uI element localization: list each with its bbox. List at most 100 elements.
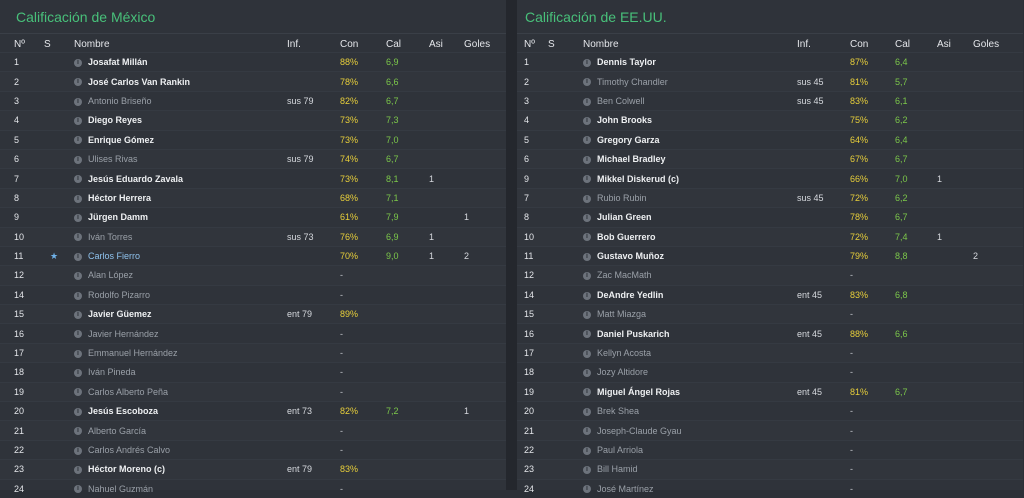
info-icon[interactable]: i (583, 155, 591, 164)
player-name-cell[interactable]: i Iván Torres (74, 227, 287, 246)
info-icon[interactable]: i (74, 349, 82, 358)
player-name[interactable]: Carlos Fierro (88, 251, 141, 262)
info-icon[interactable]: i (74, 485, 82, 494)
table-row[interactable]: 6 i Michael Bradley 67% 6,7 (517, 149, 1023, 169)
player-name-cell[interactable]: i Antonio Briseño (74, 91, 287, 110)
table-row[interactable]: 14 i DeAndre Yedlin ent 45 83% 6,8 (517, 285, 1023, 304)
table-row[interactable]: 10 i Bob Guerrero 72% 7,4 1 (517, 227, 1023, 247)
player-name[interactable]: Ben Colwell (597, 95, 645, 106)
player-name-cell[interactable]: i Bill Hamid (583, 460, 797, 479)
info-icon[interactable]: i (583, 252, 591, 261)
table-row[interactable]: 20 i Jesús Escoboza ent 73 82% 7,2 1 (0, 401, 506, 421)
table-row[interactable]: 6 i Ulises Rivas sus 79 74% 6,7 (0, 149, 506, 169)
player-name-cell[interactable]: i Rodolfo Pizarro (74, 285, 287, 304)
table-row[interactable]: 7 i Rubio Rubin sus 45 72% 6,2 (517, 188, 1023, 208)
table-row[interactable]: 24 i José Martínez - (517, 479, 1023, 498)
table-row[interactable]: 17 i Emmanuel Hernández - (0, 343, 506, 363)
table-row[interactable]: 3 i Ben Colwell sus 45 83% 6,1 (517, 91, 1023, 110)
table-row[interactable]: 19 i Carlos Alberto Peña - (0, 382, 506, 402)
table-row[interactable]: 14 i Rodolfo Pizarro - (0, 285, 506, 304)
player-name[interactable]: Matt Miazga (597, 309, 647, 320)
info-icon[interactable]: i (583, 58, 591, 67)
table-row[interactable]: 10 i Iván Torres sus 73 76% 6,9 1 (0, 227, 506, 247)
player-name[interactable]: Joseph-Claude Gyau (597, 425, 682, 436)
info-icon[interactable]: i (74, 136, 82, 145)
player-name[interactable]: José Martínez (597, 483, 654, 494)
player-name[interactable]: Brek Shea (597, 406, 640, 417)
table-row[interactable]: 16 i Daniel Puskarich ent 45 88% 6,6 (517, 323, 1023, 343)
player-name[interactable]: Carlos Andrés Calvo (88, 445, 171, 455)
player-name[interactable]: Ulises Rivas (88, 154, 138, 165)
header-s[interactable]: S (548, 38, 555, 50)
player-name[interactable]: Julian Green (597, 212, 652, 223)
info-icon[interactable]: i (74, 97, 82, 106)
table-row[interactable]: 23 i Bill Hamid - (517, 459, 1023, 480)
player-name-cell[interactable]: i Ben Colwell (583, 91, 797, 110)
table-row[interactable]: 7 i Jesús Eduardo Zavala 73% 8,1 1 (0, 168, 506, 188)
info-icon[interactable]: i (74, 291, 82, 300)
info-icon[interactable]: i (583, 291, 591, 300)
info-icon[interactable]: i (583, 272, 591, 281)
table-row[interactable]: 1 i Josafat Millán 88% 6,9 (0, 52, 506, 72)
info-icon[interactable]: i (583, 233, 591, 242)
player-name-cell[interactable]: i Dennis Taylor (583, 53, 797, 72)
player-name-cell[interactable]: i Brek Shea (583, 402, 797, 421)
header-name[interactable]: Nombre (74, 38, 110, 50)
header-con[interactable]: Con (340, 38, 359, 50)
player-name[interactable]: Héctor Herrera (88, 192, 152, 203)
player-name-cell[interactable]: i Carlos Alberto Peña (74, 382, 287, 401)
player-name-cell[interactable]: i Gustavo Muñoz (583, 246, 797, 265)
header-asi[interactable]: Asi (429, 38, 443, 50)
player-name-cell[interactable]: i Matt Miazga (583, 305, 797, 324)
player-name-cell[interactable]: i Nahuel Guzmán (74, 479, 287, 498)
header-asi[interactable]: Asi (937, 38, 951, 50)
info-icon[interactable]: i (74, 58, 82, 67)
table-row[interactable]: 19 i Miguel Ángel Rojas ent 45 81% 6,7 (517, 382, 1023, 402)
table-row[interactable]: 9 i Jürgen Damm 61% 7,9 1 (0, 207, 506, 227)
player-name[interactable]: José Carlos Van Rankin (88, 76, 191, 87)
player-name-cell[interactable]: i Javier Hernández (74, 324, 287, 343)
table-row[interactable]: 2 i José Carlos Van Rankin 78% 6,6 (0, 71, 506, 92)
info-icon[interactable]: i (74, 194, 82, 203)
player-name-cell[interactable]: i Jozy Altidore (583, 363, 797, 382)
player-name-cell[interactable]: i Ulises Rivas (74, 149, 287, 168)
player-name[interactable]: Jesús Eduardo Zavala (88, 173, 184, 184)
info-icon[interactable]: i (74, 427, 82, 436)
player-name[interactable]: Gustavo Muñoz (597, 251, 664, 262)
table-row[interactable]: 18 i Iván Pineda - (0, 362, 506, 382)
player-name[interactable]: Alan López (88, 270, 134, 281)
player-name[interactable]: Mikkel Diskerud (c) (597, 173, 680, 184)
table-row[interactable]: 15 i Javier Güemez ent 79 89% (0, 304, 506, 324)
player-name-cell[interactable]: i Emmanuel Hernández (74, 343, 287, 362)
info-icon[interactable]: i (583, 427, 591, 436)
player-name-cell[interactable]: i Zac MacMath (583, 266, 797, 285)
header-name[interactable]: Nombre (583, 38, 619, 50)
info-icon[interactable]: i (74, 233, 82, 242)
player-name-cell[interactable]: i Jesús Escoboza (74, 402, 287, 421)
info-icon[interactable]: i (74, 78, 82, 87)
player-name-cell[interactable]: i Gregory Garza (583, 130, 797, 149)
player-name[interactable]: Gregory Garza (597, 134, 660, 145)
player-name-cell[interactable]: i Kellyn Acosta (583, 343, 797, 362)
player-name-cell[interactable]: i DeAndre Yedlin (583, 285, 797, 304)
info-icon[interactable]: i (74, 116, 82, 125)
player-name-cell[interactable]: i José Carlos Van Rankin (74, 72, 287, 91)
table-row[interactable]: 21 i Joseph-Claude Gyau - (517, 420, 1023, 441)
player-name-cell[interactable]: i Héctor Herrera (74, 188, 287, 207)
table-row[interactable]: 16 i Javier Hernández - (0, 323, 506, 343)
header-inf[interactable]: Inf. (797, 38, 811, 50)
player-name-cell[interactable]: i Diego Reyes (74, 111, 287, 130)
table-row[interactable]: 22 i Carlos Andrés Calvo - (0, 440, 506, 459)
info-icon[interactable]: i (74, 213, 82, 222)
info-icon[interactable]: i (583, 407, 591, 416)
table-row[interactable]: 11 i Gustavo Muñoz 79% 8,8 2 (517, 246, 1023, 265)
table-row[interactable]: 1 i Dennis Taylor 87% 6,4 (517, 52, 1023, 72)
table-row[interactable]: 17 i Kellyn Acosta - (517, 343, 1023, 363)
player-name-cell[interactable]: i Javier Güemez (74, 305, 287, 324)
info-icon[interactable]: i (583, 446, 591, 455)
info-icon[interactable]: i (74, 252, 82, 261)
info-icon[interactable]: i (583, 349, 591, 358)
player-name-cell[interactable]: i Rubio Rubin (583, 188, 797, 207)
player-name[interactable]: Nahuel Guzmán (88, 483, 154, 494)
table-row[interactable]: 4 i John Brooks 75% 6,2 (517, 110, 1023, 131)
